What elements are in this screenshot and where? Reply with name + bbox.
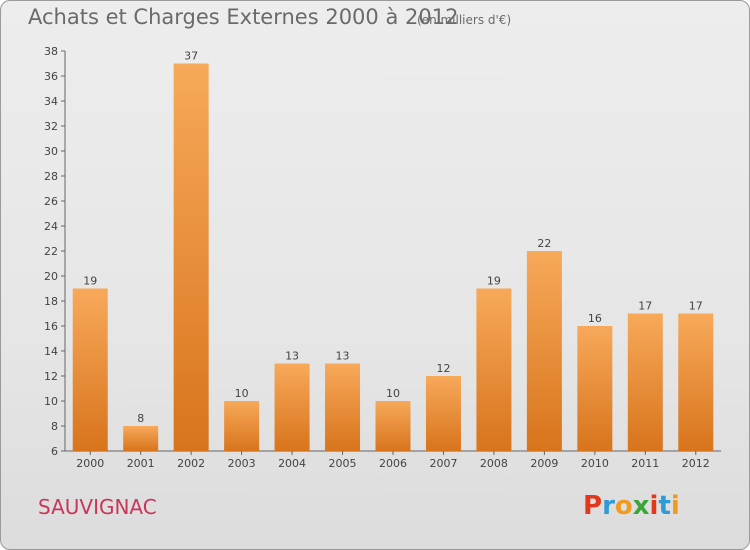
y-tick-label: 14 [44,345,58,358]
value-label-2000: 19 [83,275,97,288]
y-tick-label: 26 [44,195,58,208]
bar-2004 [274,363,310,451]
y-tick-label: 36 [44,70,58,83]
value-label-2008: 19 [487,275,501,288]
value-label-2007: 12 [436,362,450,375]
x-tick-label-2002: 2002 [177,457,205,470]
y-tick-label: 30 [44,145,58,158]
x-tick-label-2009: 2009 [530,457,558,470]
value-label-2003: 10 [235,387,249,400]
bar-2009 [526,251,562,451]
value-label-2010: 16 [588,312,602,325]
bar-2003 [224,401,260,451]
value-label-2012: 17 [689,300,703,313]
value-label-2006: 10 [386,387,400,400]
y-tick-label: 10 [44,395,58,408]
brand-letter: r [602,491,615,521]
value-label-2009: 22 [537,237,551,250]
y-tick-label: 8 [51,420,58,433]
bar-2011 [627,313,663,451]
y-tick-label: 6 [51,445,58,458]
chart-unit: (en milliers d'€) [417,13,512,27]
bar-2010 [577,326,613,451]
bar-2007 [425,376,461,451]
brand-letter: o [614,491,633,521]
y-tick-label: 24 [44,220,58,233]
proxiti-logo: Proxiti [583,491,680,521]
bar-2012 [678,313,714,451]
bar-2001 [123,426,159,451]
value-label-2001: 8 [137,412,144,425]
x-tick-label-2007: 2007 [429,457,457,470]
x-tick-label-2000: 2000 [76,457,104,470]
value-label-2005: 13 [336,350,350,363]
y-tick-label: 28 [44,170,58,183]
commune-name: SAUVIGNAC [38,495,157,519]
x-tick-label-2008: 2008 [480,457,508,470]
bars [72,63,714,451]
y-axis: 6 8 10 12 14 16 18 20 22 24 26 28 30 32 34 36 38 [44,45,66,458]
y-tick-label: 34 [44,95,58,108]
x-tick-label-2004: 2004 [278,457,306,470]
value-label-2002: 37 [184,50,198,63]
y-tick-label: 16 [44,320,58,333]
brand-letter: x [632,491,650,521]
value-label-2004: 13 [285,350,299,363]
bar-2000 [72,288,108,451]
chart-title: Achats et Charges Externes 2000 à 2012 [28,5,459,29]
y-tick-label: 18 [44,295,58,308]
x-tick-label-2012: 2012 [682,457,710,470]
y-tick-label: 20 [44,270,58,283]
brand-letter: P [583,491,603,521]
x-axis: 2000 2001 2002 2003 2004 2005 2006 2007 2008 2009… [65,450,721,470]
brand-letter: i [649,491,659,521]
y-tick-label: 38 [44,45,58,58]
x-tick-label-2011: 2011 [631,457,659,470]
x-tick-label-2001: 2001 [127,457,155,470]
y-tick-label: 32 [44,120,58,133]
value-label-2011: 17 [638,300,652,313]
bar-2006 [375,401,411,451]
bar-2008 [476,288,512,451]
x-tick-label-2005: 2005 [329,457,357,470]
bar-2005 [325,363,361,451]
x-tick-label-2003: 2003 [228,457,256,470]
x-tick-label-2006: 2006 [379,457,407,470]
brand-letter: t [658,491,671,521]
data-labels: 19 8 37 10 13 13 10 12 19 22 16 17 17 [83,50,703,426]
brand-letter: i [670,491,680,521]
x-tick-label-2010: 2010 [581,457,609,470]
y-tick-label: 12 [44,370,58,383]
y-tick-label: 22 [44,245,58,258]
bar-2002 [173,63,209,451]
